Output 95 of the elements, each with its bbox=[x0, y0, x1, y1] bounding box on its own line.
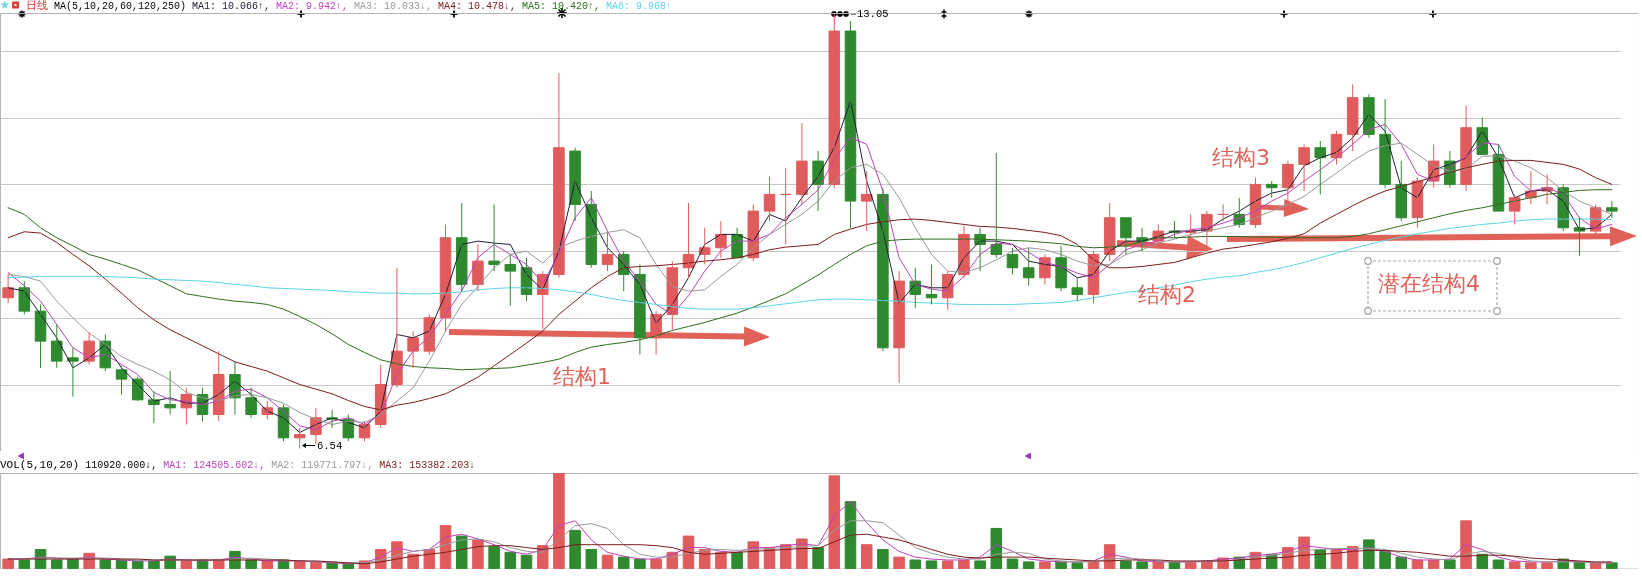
annotation: 6.54 bbox=[317, 439, 343, 452]
text: MA6: 9.968↑ bbox=[606, 1, 673, 12]
bar bbox=[1492, 559, 1505, 569]
chart-title: 日线 bbox=[26, 0, 48, 12]
bar bbox=[1071, 562, 1084, 569]
bar bbox=[1508, 561, 1521, 569]
text: MA3: 153382.203↓ bbox=[379, 460, 476, 471]
candlestick bbox=[1314, 140, 1327, 195]
candlestick bbox=[1346, 83, 1359, 152]
bar bbox=[180, 560, 193, 569]
bar bbox=[2, 558, 14, 569]
text: MA2: 9.942↑, bbox=[276, 1, 349, 12]
bar bbox=[974, 560, 986, 569]
bar bbox=[310, 561, 322, 569]
bar bbox=[99, 559, 112, 569]
bar bbox=[1589, 562, 1602, 569]
bar bbox=[844, 501, 857, 569]
bar bbox=[909, 559, 922, 569]
bar bbox=[1152, 561, 1165, 569]
bar bbox=[617, 557, 630, 569]
candlestick bbox=[779, 166, 792, 245]
bar bbox=[1314, 549, 1327, 569]
bar bbox=[812, 547, 824, 569]
chart-subtitle: MA(5,10,20,60,120,250) bbox=[54, 1, 187, 12]
bar bbox=[860, 544, 873, 569]
bar bbox=[958, 559, 970, 569]
bar bbox=[1525, 562, 1537, 569]
bar bbox=[148, 560, 160, 569]
bar bbox=[1136, 561, 1148, 569]
bar bbox=[1363, 539, 1375, 569]
bar bbox=[1444, 559, 1456, 569]
bar bbox=[1606, 562, 1618, 569]
candlestick bbox=[1071, 276, 1084, 302]
bar bbox=[601, 555, 614, 569]
bar bbox=[1476, 554, 1489, 569]
bar bbox=[342, 563, 355, 569]
bar bbox=[1022, 561, 1035, 569]
annotation: 结构2 bbox=[1138, 282, 1196, 307]
candlestick bbox=[990, 152, 1003, 258]
bar bbox=[326, 562, 338, 569]
bar bbox=[1006, 558, 1019, 569]
bar bbox=[67, 558, 79, 569]
bar bbox=[553, 473, 565, 569]
candlestick bbox=[1103, 202, 1116, 262]
candlestick bbox=[1217, 203, 1229, 222]
annotation: 结构1 bbox=[553, 364, 611, 389]
bar bbox=[455, 535, 468, 569]
bar bbox=[1541, 562, 1553, 569]
bar bbox=[877, 549, 889, 569]
bar bbox=[585, 549, 598, 569]
candlestick bbox=[1022, 246, 1035, 286]
candlestick bbox=[293, 427, 306, 449]
bar bbox=[261, 560, 274, 569]
candlestick bbox=[50, 323, 63, 369]
chart-title: VOL(5,10,20) bbox=[0, 459, 80, 471]
bar bbox=[1039, 561, 1051, 569]
bar bbox=[1379, 551, 1391, 569]
chart-subtitle: 110920.000↓, bbox=[85, 460, 158, 471]
bar bbox=[1460, 520, 1472, 569]
bar bbox=[423, 549, 436, 569]
bar bbox=[1055, 561, 1067, 569]
bar bbox=[925, 560, 938, 569]
bar bbox=[1120, 560, 1132, 569]
bar bbox=[828, 475, 841, 569]
bar bbox=[893, 557, 905, 569]
bar bbox=[569, 530, 581, 569]
bar bbox=[634, 558, 646, 569]
text: MA1: 124505.602↓, bbox=[163, 460, 266, 471]
bar bbox=[715, 552, 727, 569]
candlestick bbox=[860, 170, 873, 232]
text: MA2: 119771.797↓, bbox=[271, 460, 374, 471]
candlestick bbox=[1265, 180, 1278, 198]
bar bbox=[731, 552, 743, 569]
candlestick bbox=[1508, 193, 1521, 225]
text: MA4: 10.478↓, bbox=[438, 1, 517, 12]
bar bbox=[472, 539, 484, 569]
bar bbox=[1395, 557, 1408, 569]
bar bbox=[50, 559, 63, 569]
annotation: 结构3 bbox=[1212, 145, 1270, 170]
candlestick bbox=[488, 203, 500, 272]
text: MA1: 10.066↑, bbox=[192, 1, 271, 12]
bar bbox=[520, 555, 533, 569]
bar bbox=[488, 546, 500, 569]
candlestick bbox=[1606, 200, 1618, 218]
text: MA5: 10.420↑, bbox=[522, 1, 601, 12]
bar bbox=[18, 559, 31, 569]
text: MA3: 10.033↓, bbox=[354, 1, 433, 12]
bar bbox=[504, 552, 517, 569]
bar bbox=[650, 558, 662, 569]
annotation: 潜在结构4 bbox=[1378, 271, 1480, 296]
bar bbox=[1427, 559, 1440, 569]
candlestick bbox=[504, 253, 517, 306]
bar bbox=[131, 560, 144, 569]
bar bbox=[941, 560, 954, 569]
annotation: 13.05 bbox=[857, 8, 889, 20]
